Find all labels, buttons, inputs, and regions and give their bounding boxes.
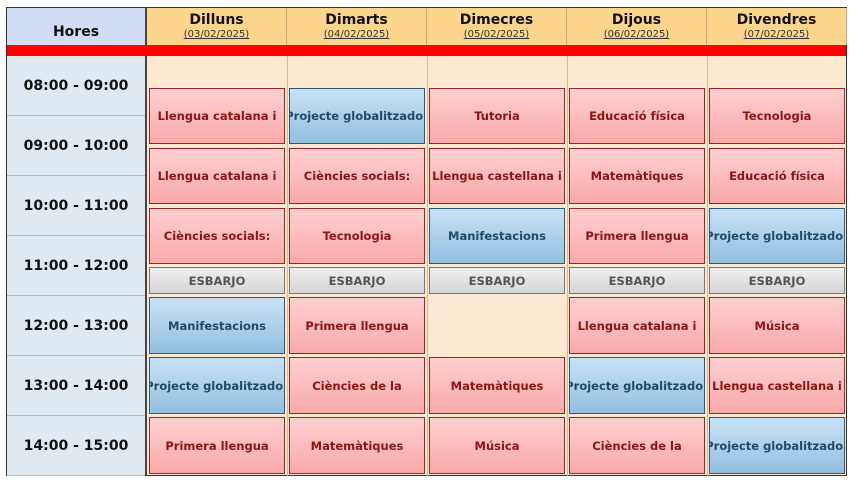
class-cell[interactable]: Educació física xyxy=(709,148,845,204)
class-cell[interactable]: Ciències socials: xyxy=(149,208,285,264)
class-cell[interactable]: Ciències socials: xyxy=(289,148,425,204)
time-slot-label: 11:00 - 12:00 xyxy=(7,236,145,296)
class-cell[interactable]: Matemàtiques xyxy=(289,417,425,474)
day-name: Dimarts xyxy=(325,12,388,28)
day-name: Divendres xyxy=(736,12,817,28)
day-name: Dilluns xyxy=(189,12,244,28)
day-name: Dijous xyxy=(611,12,662,28)
class-cell[interactable]: Llengua catalana i xyxy=(149,88,285,144)
header-divider xyxy=(7,45,846,56)
time-slot-label: 13:00 - 14:00 xyxy=(7,356,145,416)
day-header: Dijous (06/02/2025) xyxy=(567,8,707,45)
class-cell[interactable]: Tutoria xyxy=(429,88,565,144)
hours-header: Hores xyxy=(7,8,147,45)
class-cell[interactable]: Educació física xyxy=(569,88,705,144)
class-cell[interactable]: Llengua castellana i xyxy=(429,148,565,204)
class-cell[interactable]: Projecte globalitzador xyxy=(569,357,705,414)
class-cell[interactable]: Llengua catalana i xyxy=(569,297,705,354)
class-cell[interactable]: Tecnologia xyxy=(709,88,845,144)
day-header: Dilluns (03/02/2025) xyxy=(147,8,287,45)
day-date: (05/02/2025) xyxy=(463,29,530,40)
class-cell[interactable]: Primera llengua xyxy=(569,208,705,264)
break-cell[interactable]: ESBARJO xyxy=(429,267,565,294)
class-cell[interactable]: Projecte globalitzador xyxy=(149,357,285,414)
column-divider xyxy=(427,56,428,476)
column-divider xyxy=(287,56,288,476)
class-cell[interactable]: Projecte globalitzador xyxy=(289,88,425,144)
day-date: (07/02/2025) xyxy=(743,29,810,40)
time-slot-label: 08:00 - 09:00 xyxy=(7,56,145,116)
day-header: Divendres (07/02/2025) xyxy=(707,8,847,45)
class-cell[interactable]: Manifestacions xyxy=(149,297,285,354)
class-cell[interactable]: Ciències de la xyxy=(569,417,705,474)
break-cell[interactable]: ESBARJO xyxy=(289,267,425,294)
time-slot-label: 10:00 - 11:00 xyxy=(7,176,145,236)
break-cell[interactable]: ESBARJO xyxy=(709,267,845,294)
time-slot-label: 14:00 - 15:00 xyxy=(7,416,145,476)
class-cell[interactable]: Projecte globalitzador xyxy=(709,208,845,264)
day-header: Dimarts (04/02/2025) xyxy=(287,8,427,45)
column-divider xyxy=(567,56,568,476)
day-date: (03/02/2025) xyxy=(183,29,250,40)
time-slot-label: 09:00 - 10:00 xyxy=(7,116,145,176)
class-cell[interactable]: Llengua castellana i xyxy=(709,357,845,414)
time-column: 08:00 - 09:00 09:00 - 10:00 10:00 - 11:00 1… xyxy=(7,56,147,476)
class-cell[interactable]: Matemàtiques xyxy=(569,148,705,204)
class-cell[interactable]: Manifestacions xyxy=(429,208,565,264)
class-cell[interactable]: Primera llengua xyxy=(289,297,425,354)
column-divider xyxy=(707,56,708,476)
class-cell[interactable]: Projecte globalitzador xyxy=(709,417,845,474)
day-date: (04/02/2025) xyxy=(323,29,390,40)
class-cell[interactable]: Primera llengua xyxy=(149,417,285,474)
day-date: (06/02/2025) xyxy=(603,29,670,40)
time-slot-label: 12:00 - 13:00 xyxy=(7,296,145,356)
class-cell[interactable]: Llengua catalana i xyxy=(149,148,285,204)
class-cell[interactable]: Ciències de la xyxy=(289,357,425,414)
class-cell[interactable]: Matemàtiques xyxy=(429,357,565,414)
break-cell[interactable]: ESBARJO xyxy=(149,267,285,294)
break-cell[interactable]: ESBARJO xyxy=(569,267,705,294)
class-cell[interactable]: Tecnologia xyxy=(289,208,425,264)
day-header: Dimecres (05/02/2025) xyxy=(427,8,567,45)
timetable: Hores 08:00 - 09:00 09:00 - 10:00 10:00 - … xyxy=(6,7,847,476)
class-cell[interactable]: Música xyxy=(429,417,565,474)
class-cell[interactable]: Música xyxy=(709,297,845,354)
day-name: Dimecres xyxy=(459,12,534,28)
